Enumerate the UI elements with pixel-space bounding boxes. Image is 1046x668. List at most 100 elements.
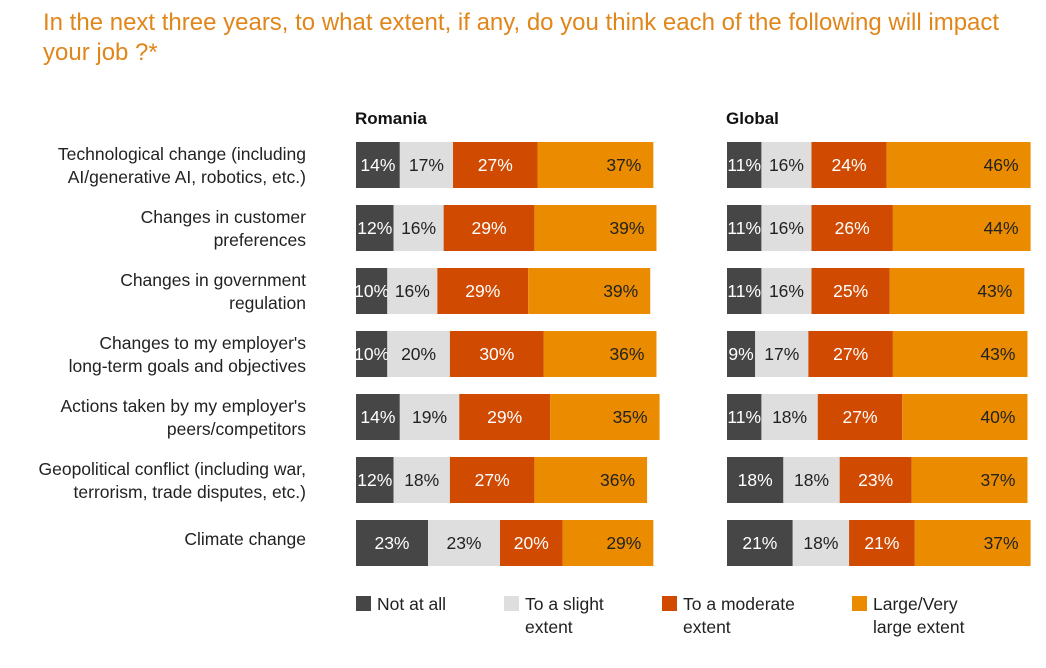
bar-segment	[387, 268, 438, 314]
data-label: 44%	[984, 218, 1019, 238]
data-label: 18%	[803, 533, 838, 553]
bar-segment	[449, 457, 535, 503]
bar-segment	[727, 205, 762, 251]
data-label: 30%	[479, 344, 514, 364]
bar-segment	[356, 331, 388, 377]
legend-label: Not at all	[377, 594, 446, 614]
data-label: 16%	[769, 155, 804, 175]
category-label: Changes in government regulation	[120, 270, 306, 313]
data-label: 37%	[980, 470, 1015, 490]
bar-segment	[562, 520, 654, 566]
bar-segment	[727, 457, 784, 503]
bar-segment	[356, 205, 394, 251]
category-label: Climate change	[184, 529, 306, 549]
data-label: 12%	[357, 470, 392, 490]
legend-swatch	[356, 596, 371, 611]
bar-segment	[499, 520, 563, 566]
data-label: 16%	[401, 218, 436, 238]
data-label: 20%	[401, 344, 436, 364]
bar-segment	[727, 520, 793, 566]
bar-segment	[449, 331, 544, 377]
category-label: Technological change (including AI/genera…	[58, 144, 306, 187]
bar-segment	[437, 268, 529, 314]
legend-label: To a slight extent	[525, 594, 604, 637]
legend-swatch	[662, 596, 677, 611]
bar-segment	[761, 394, 818, 440]
data-label: 37%	[606, 155, 641, 175]
data-label: 16%	[769, 218, 804, 238]
bar-segment	[902, 394, 1028, 440]
data-label: 40%	[980, 407, 1015, 427]
bar-segment	[761, 268, 812, 314]
bar-segment	[783, 457, 840, 503]
data-label: 16%	[395, 281, 430, 301]
bar-segment	[761, 142, 812, 188]
data-label: 16%	[769, 281, 804, 301]
bar-segment	[727, 142, 762, 188]
data-label: 10%	[354, 281, 389, 301]
data-label: 23%	[446, 533, 481, 553]
bar-segment	[534, 457, 648, 503]
bar-segment	[889, 268, 1025, 314]
bar-segment	[534, 205, 657, 251]
data-label: 29%	[606, 533, 641, 553]
bar-segment	[811, 205, 893, 251]
data-label: 11%	[727, 218, 761, 238]
data-label: 39%	[603, 281, 638, 301]
bar-segment	[543, 331, 657, 377]
bar-segment	[839, 457, 912, 503]
bar-segment	[811, 268, 890, 314]
data-label: 36%	[609, 344, 644, 364]
bar-segment	[443, 205, 535, 251]
data-label: 24%	[832, 155, 867, 175]
bar-segment	[849, 520, 915, 566]
bar-segment	[537, 142, 654, 188]
category-label: Actions taken by my employer's peers/comp…	[60, 396, 306, 439]
data-label: 14%	[360, 407, 395, 427]
data-label: 17%	[764, 344, 799, 364]
data-label: 26%	[835, 218, 870, 238]
bar-segment	[811, 142, 887, 188]
bar-segment	[393, 205, 444, 251]
panel-title: Global	[726, 109, 779, 128]
data-label: 43%	[977, 281, 1012, 301]
data-label: 27%	[843, 407, 878, 427]
bar-segment	[399, 394, 460, 440]
bar-segment	[808, 331, 893, 377]
bar-segment	[427, 520, 500, 566]
legend-label: Large/Very large extent	[873, 594, 965, 637]
data-label: 25%	[833, 281, 868, 301]
data-label: 10%	[354, 344, 389, 364]
bar-segment	[761, 205, 812, 251]
data-label: 46%	[984, 155, 1019, 175]
bar-segment	[356, 268, 388, 314]
data-label: 18%	[794, 470, 829, 490]
chart-title: In the next three years, to what extent,…	[43, 9, 1000, 66]
data-label: 29%	[487, 407, 522, 427]
legend-swatch	[852, 596, 867, 611]
data-label: 20%	[514, 533, 549, 553]
data-label: 18%	[738, 470, 773, 490]
bar-segment	[459, 394, 551, 440]
data-label: 27%	[478, 155, 513, 175]
bar-segment	[892, 205, 1031, 251]
bar-segment	[356, 394, 400, 440]
data-label: 14%	[360, 155, 395, 175]
bar-segment	[914, 520, 1031, 566]
data-label: 21%	[864, 533, 899, 553]
data-label: 23%	[374, 533, 409, 553]
bar-segment	[727, 331, 756, 377]
data-label: 18%	[404, 470, 439, 490]
data-label: 29%	[465, 281, 500, 301]
data-label: 11%	[727, 281, 761, 301]
bar-segment	[387, 331, 450, 377]
bar-segment	[892, 331, 1028, 377]
data-label: 27%	[475, 470, 510, 490]
data-label: 17%	[409, 155, 444, 175]
data-label: 27%	[833, 344, 868, 364]
legend-label: To a moderate extent	[683, 594, 795, 637]
bar-segment	[792, 520, 850, 566]
data-label: 21%	[742, 533, 777, 553]
data-label: 18%	[772, 407, 807, 427]
